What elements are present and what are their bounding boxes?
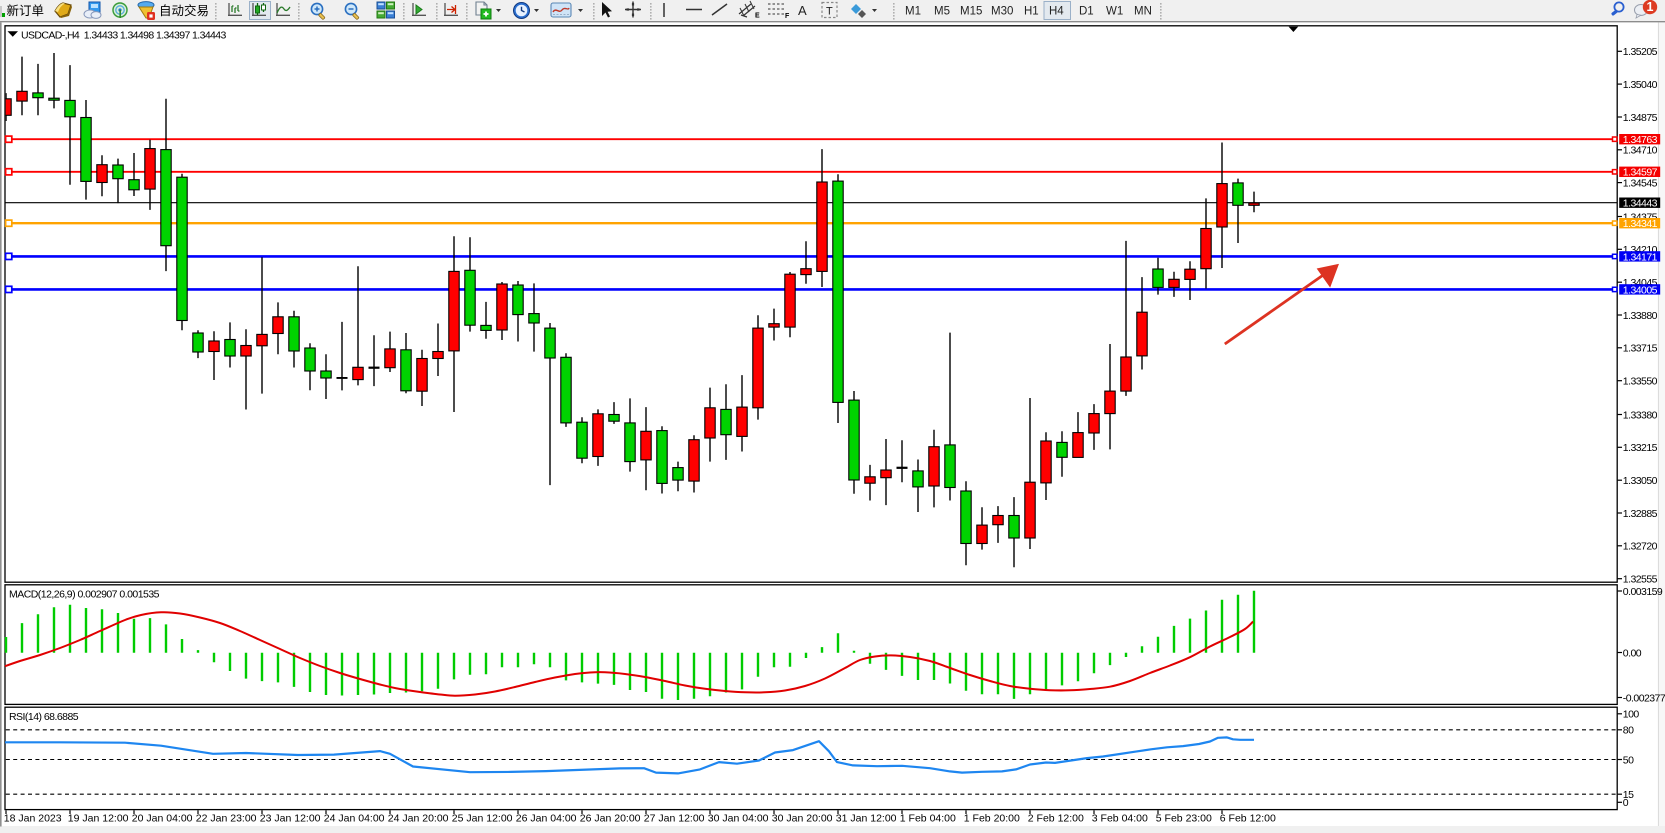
svg-text:1.34005: 1.34005	[1623, 284, 1658, 296]
svg-text:2 Feb 12:00: 2 Feb 12:00	[1028, 812, 1084, 824]
svg-text:-0.002377: -0.002377	[1623, 692, 1665, 704]
svg-text:H4: H4	[1049, 6, 1064, 18]
svg-text:1.33715: 1.33715	[1623, 343, 1658, 355]
svg-text:1.34545: 1.34545	[1623, 178, 1658, 190]
svg-text:W1: W1	[1106, 6, 1123, 18]
svg-text:27 Jan 12:00: 27 Jan 12:00	[644, 812, 705, 824]
svg-text:25 Jan 12:00: 25 Jan 12:00	[452, 812, 513, 824]
svg-text:1.34443: 1.34443	[1623, 198, 1658, 210]
svg-text:1 Feb 04:00: 1 Feb 04:00	[900, 812, 956, 824]
svg-text:1.33050: 1.33050	[1623, 475, 1658, 487]
svg-text:MN: MN	[1134, 6, 1152, 18]
svg-text:USDCAD-,H4 1.34433 1.34498 1.: USDCAD-,H4 1.34433 1.34498 1.34397 1.344…	[21, 30, 227, 42]
svg-text:1.34763: 1.34763	[1623, 134, 1658, 146]
svg-text:1.34710: 1.34710	[1623, 145, 1658, 157]
svg-text:30 Jan 04:00: 30 Jan 04:00	[708, 812, 769, 824]
svg-text:自动交易: 自动交易	[159, 3, 209, 18]
svg-text:80: 80	[1623, 725, 1634, 737]
svg-text:6 Feb 12:00: 6 Feb 12:00	[1220, 812, 1276, 824]
svg-text:5 Feb 23:00: 5 Feb 23:00	[1156, 812, 1212, 824]
svg-text:1.34875: 1.34875	[1623, 112, 1658, 124]
svg-text:1.33380: 1.33380	[1623, 409, 1658, 421]
svg-text:18 Jan 2023: 18 Jan 2023	[4, 812, 62, 824]
svg-text:24 Jan 04:00: 24 Jan 04:00	[324, 812, 385, 824]
svg-text:1.35040: 1.35040	[1623, 79, 1658, 91]
svg-text:0.003159: 0.003159	[1623, 586, 1663, 598]
svg-text:M15: M15	[960, 6, 982, 18]
svg-text:1.34597: 1.34597	[1623, 167, 1658, 179]
svg-text:1.34341: 1.34341	[1623, 218, 1658, 230]
svg-text:新订单: 新订单	[7, 3, 45, 18]
svg-text:31 Jan 12:00: 31 Jan 12:00	[836, 812, 897, 824]
svg-text:1.33880: 1.33880	[1623, 310, 1658, 322]
svg-text:3 Feb 04:00: 3 Feb 04:00	[1092, 812, 1148, 824]
svg-text:MACD(12,26,9) 0.002907 0.00153: MACD(12,26,9) 0.002907 0.001535	[9, 588, 160, 600]
svg-text:1.33550: 1.33550	[1623, 376, 1658, 388]
svg-text:100: 100	[1623, 709, 1640, 721]
svg-text:E: E	[755, 13, 760, 20]
svg-text:1.35205: 1.35205	[1623, 46, 1658, 58]
svg-text:D1: D1	[1079, 6, 1094, 18]
svg-text:1: 1	[1647, 0, 1654, 14]
svg-text:M30: M30	[991, 6, 1013, 18]
svg-text:26 Jan 04:00: 26 Jan 04:00	[516, 812, 577, 824]
svg-text:F: F	[785, 13, 790, 20]
svg-text:RSI(14) 68.6885: RSI(14) 68.6885	[9, 711, 79, 723]
svg-text:30 Jan 20:00: 30 Jan 20:00	[772, 812, 833, 824]
svg-text:23 Jan 12:00: 23 Jan 12:00	[260, 812, 321, 824]
svg-text:1.32885: 1.32885	[1623, 508, 1658, 520]
svg-text:50: 50	[1623, 754, 1634, 766]
svg-text:1.33215: 1.33215	[1623, 442, 1658, 454]
svg-text:15: 15	[1623, 789, 1634, 801]
svg-text:1.34171: 1.34171	[1623, 251, 1658, 263]
svg-text:T: T	[826, 6, 833, 18]
svg-text:1.32720: 1.32720	[1623, 541, 1658, 553]
svg-text:20 Jan 04:00: 20 Jan 04:00	[132, 812, 193, 824]
svg-text:M1: M1	[905, 6, 921, 18]
svg-text:A: A	[798, 3, 807, 18]
svg-text:19 Jan 12:00: 19 Jan 12:00	[68, 812, 129, 824]
svg-text:1 Feb 20:00: 1 Feb 20:00	[964, 812, 1020, 824]
svg-text:22 Jan 23:00: 22 Jan 23:00	[196, 812, 257, 824]
svg-text:26 Jan 20:00: 26 Jan 20:00	[580, 812, 641, 824]
svg-text:0: 0	[1623, 797, 1629, 809]
svg-text:24 Jan 20:00: 24 Jan 20:00	[388, 812, 449, 824]
svg-text:0.00: 0.00	[1623, 647, 1642, 659]
svg-text:1.32555: 1.32555	[1623, 574, 1658, 586]
svg-text:H1: H1	[1024, 6, 1039, 18]
svg-text:M5: M5	[934, 6, 950, 18]
